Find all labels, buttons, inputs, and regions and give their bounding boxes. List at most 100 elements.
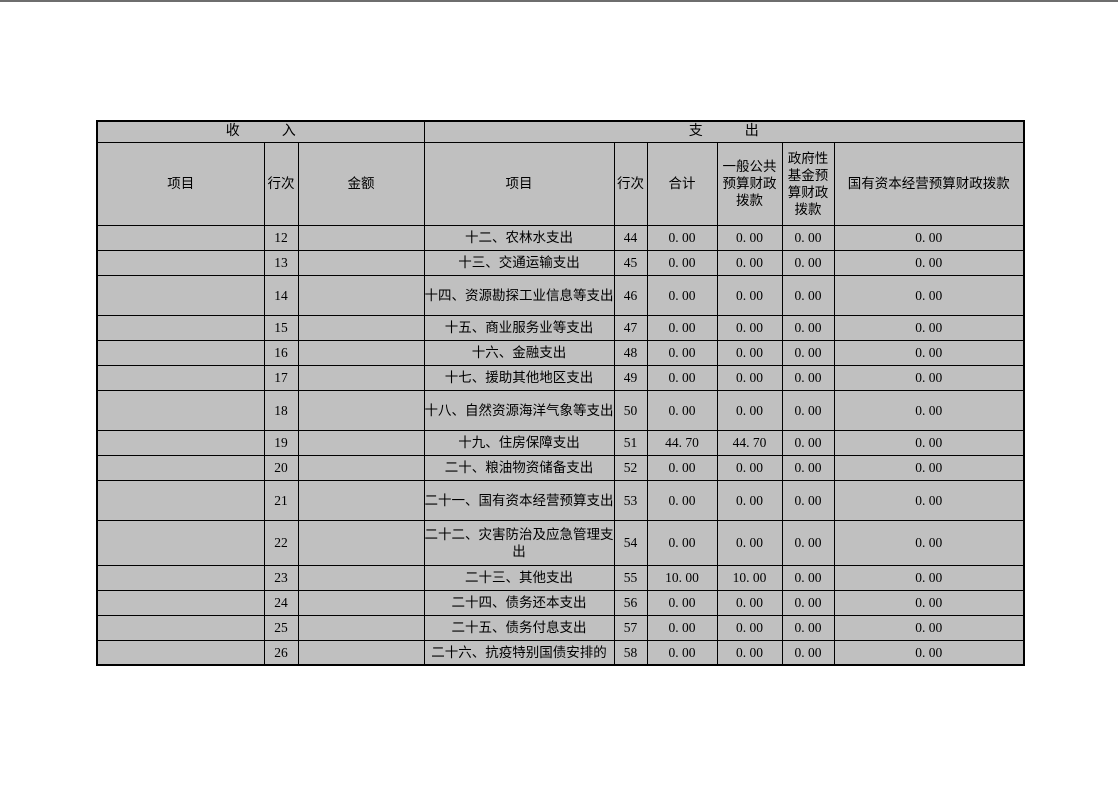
- col-header-exp-row-no: 行次: [613, 141, 648, 226]
- income-amount-cell: [297, 274, 425, 316]
- expenditure-item: 二十一、国有资本经营预算支出: [423, 479, 615, 521]
- income-amount-cell: [297, 639, 425, 666]
- general-public-budget-value: 0. 00: [716, 314, 783, 341]
- state-capital-budget-value: 0. 00: [833, 589, 1025, 616]
- state-capital-budget-value: 0. 00: [833, 454, 1025, 481]
- income-amount-cell: [297, 564, 425, 591]
- general-public-budget-value: 10. 00: [716, 564, 783, 591]
- expenditure-row-number: 56: [613, 589, 648, 616]
- expenditure-total-value: 0. 00: [646, 339, 718, 366]
- expenditure-total-value: 0. 00: [646, 314, 718, 341]
- income-item-cell: [96, 519, 265, 566]
- expenditure-item: 二十六、抗疫特别国债安排的: [423, 639, 615, 666]
- gov-fund-budget-value: 0. 00: [781, 224, 835, 251]
- expenditure-item: 二十、粮油物资储备支出: [423, 454, 615, 481]
- expenditure-total-value: 0. 00: [646, 274, 718, 316]
- gov-fund-budget-value: 0. 00: [781, 564, 835, 591]
- expenditure-item: 二十四、债务还本支出: [423, 589, 615, 616]
- income-amount-cell: [297, 364, 425, 391]
- gov-fund-budget-value: 0. 00: [781, 314, 835, 341]
- income-amount-cell: [297, 519, 425, 566]
- income-item-cell: [96, 274, 265, 316]
- expenditure-item: 二十三、其他支出: [423, 564, 615, 591]
- general-public-budget-value: 0. 00: [716, 589, 783, 616]
- table-row: 13 十三、交通运输支出 45 0. 00 0. 00 0. 00 0. 00: [96, 249, 1025, 276]
- general-public-budget-value: 44. 70: [716, 429, 783, 456]
- income-item-cell: [96, 429, 265, 456]
- income-item-cell: [96, 389, 265, 431]
- income-item-cell: [96, 339, 265, 366]
- gov-fund-budget-value: 0. 00: [781, 249, 835, 276]
- income-amount-cell: [297, 479, 425, 521]
- expenditure-item: 十八、自然资源海洋气象等支出: [423, 389, 615, 431]
- expenditure-total-value: 0. 00: [646, 639, 718, 666]
- table-row: 12 十二、农林水支出 44 0. 00 0. 00 0. 00 0. 00: [96, 224, 1025, 251]
- section-header-expenditure: 支 出: [423, 120, 1025, 143]
- expenditure-row-number: 51: [613, 429, 648, 456]
- gov-fund-budget-value: 0. 00: [781, 479, 835, 521]
- expenditure-row-number: 46: [613, 274, 648, 316]
- state-capital-budget-value: 0. 00: [833, 519, 1025, 566]
- table-row: 16 十六、金融支出 48 0. 00 0. 00 0. 00 0. 00: [96, 339, 1025, 366]
- income-item-cell: [96, 479, 265, 521]
- state-capital-budget-value: 0. 00: [833, 364, 1025, 391]
- income-item-cell: [96, 564, 265, 591]
- expenditure-item: 十七、援助其他地区支出: [423, 364, 615, 391]
- expenditure-row-number: 52: [613, 454, 648, 481]
- table-row: 25 二十五、债务付息支出 57 0. 00 0. 00 0. 00 0. 00: [96, 614, 1025, 641]
- expenditure-row-number: 47: [613, 314, 648, 341]
- expenditure-item: 十五、商业服务业等支出: [423, 314, 615, 341]
- income-row-number: 14: [263, 274, 299, 316]
- table-row: 20 二十、粮油物资储备支出 52 0. 00 0. 00 0. 00 0. 00: [96, 454, 1025, 481]
- expenditure-item: 二十二、灾害防治及应急管理支出: [423, 519, 615, 566]
- expenditure-total-value: 0. 00: [646, 364, 718, 391]
- income-row-number: 18: [263, 389, 299, 431]
- table-row: 22 二十二、灾害防治及应急管理支出 54 0. 00 0. 00 0. 00 0. 00: [96, 519, 1025, 566]
- state-capital-budget-value: 0. 00: [833, 639, 1025, 666]
- expenditure-row-number: 57: [613, 614, 648, 641]
- expenditure-row-number: 55: [613, 564, 648, 591]
- general-public-budget-value: 0. 00: [716, 639, 783, 666]
- income-item-cell: [96, 614, 265, 641]
- col-header-income-item: 项目: [96, 141, 265, 226]
- table-row: 21 二十一、国有资本经营预算支出 53 0. 00 0. 00 0. 00 0. 00: [96, 479, 1025, 521]
- expenditure-total-value: 0. 00: [646, 389, 718, 431]
- gov-fund-budget-value: 0. 00: [781, 454, 835, 481]
- expenditure-item: 二十五、债务付息支出: [423, 614, 615, 641]
- expenditure-total-value: 10. 00: [646, 564, 718, 591]
- table-row: 14 十四、资源勘探工业信息等支出 46 0. 00 0. 00 0. 00 0. 00: [96, 274, 1025, 316]
- income-row-number: 13: [263, 249, 299, 276]
- expenditure-item: 十六、金融支出: [423, 339, 615, 366]
- page-top-edge-line: [0, 0, 1118, 2]
- expenditure-row-number: 44: [613, 224, 648, 251]
- income-amount-cell: [297, 589, 425, 616]
- income-row-number: 24: [263, 589, 299, 616]
- table-row: 18 十八、自然资源海洋气象等支出 50 0. 00 0. 00 0. 00 0. 00: [96, 389, 1025, 431]
- table-row: 17 十七、援助其他地区支出 49 0. 00 0. 00 0. 00 0. 00: [96, 364, 1025, 391]
- income-amount-cell: [297, 389, 425, 431]
- general-public-budget-value: 0. 00: [716, 274, 783, 316]
- state-capital-budget-value: 0. 00: [833, 479, 1025, 521]
- expenditure-item: 十二、农林水支出: [423, 224, 615, 251]
- income-item-cell: [96, 639, 265, 666]
- general-public-budget-value: 0. 00: [716, 364, 783, 391]
- col-header-exp-item: 项目: [423, 141, 615, 226]
- income-item-cell: [96, 249, 265, 276]
- gov-fund-budget-value: 0. 00: [781, 389, 835, 431]
- expenditure-row-number: 58: [613, 639, 648, 666]
- col-header-exp-total: 合计: [646, 141, 718, 226]
- expenditure-row-number: 49: [613, 364, 648, 391]
- state-capital-budget-value: 0. 00: [833, 249, 1025, 276]
- expenditure-total-value: 0. 00: [646, 249, 718, 276]
- col-header-exp-general-public: 一般公共预算财政拨款: [716, 141, 783, 226]
- expenditure-row-number: 54: [613, 519, 648, 566]
- gov-fund-budget-value: 0. 00: [781, 274, 835, 316]
- budget-table: 收 入 支 出 项目 行次 金额 项目 行次 合计 一般公共预算财政拨款 政府性…: [96, 120, 1026, 666]
- income-item-cell: [96, 224, 265, 251]
- state-capital-budget-value: 0. 00: [833, 314, 1025, 341]
- expenditure-total-value: 0. 00: [646, 519, 718, 566]
- table-body: 12 十二、农林水支出 44 0. 00 0. 00 0. 00 0. 00 13 十三、交通运…: [96, 224, 1025, 666]
- expenditure-row-number: 53: [613, 479, 648, 521]
- col-header-exp-gov-fund: 政府性基金预算财政拨款: [781, 141, 835, 226]
- table-row: 26 二十六、抗疫特别国债安排的 58 0. 00 0. 00 0. 00 0. 00: [96, 639, 1025, 666]
